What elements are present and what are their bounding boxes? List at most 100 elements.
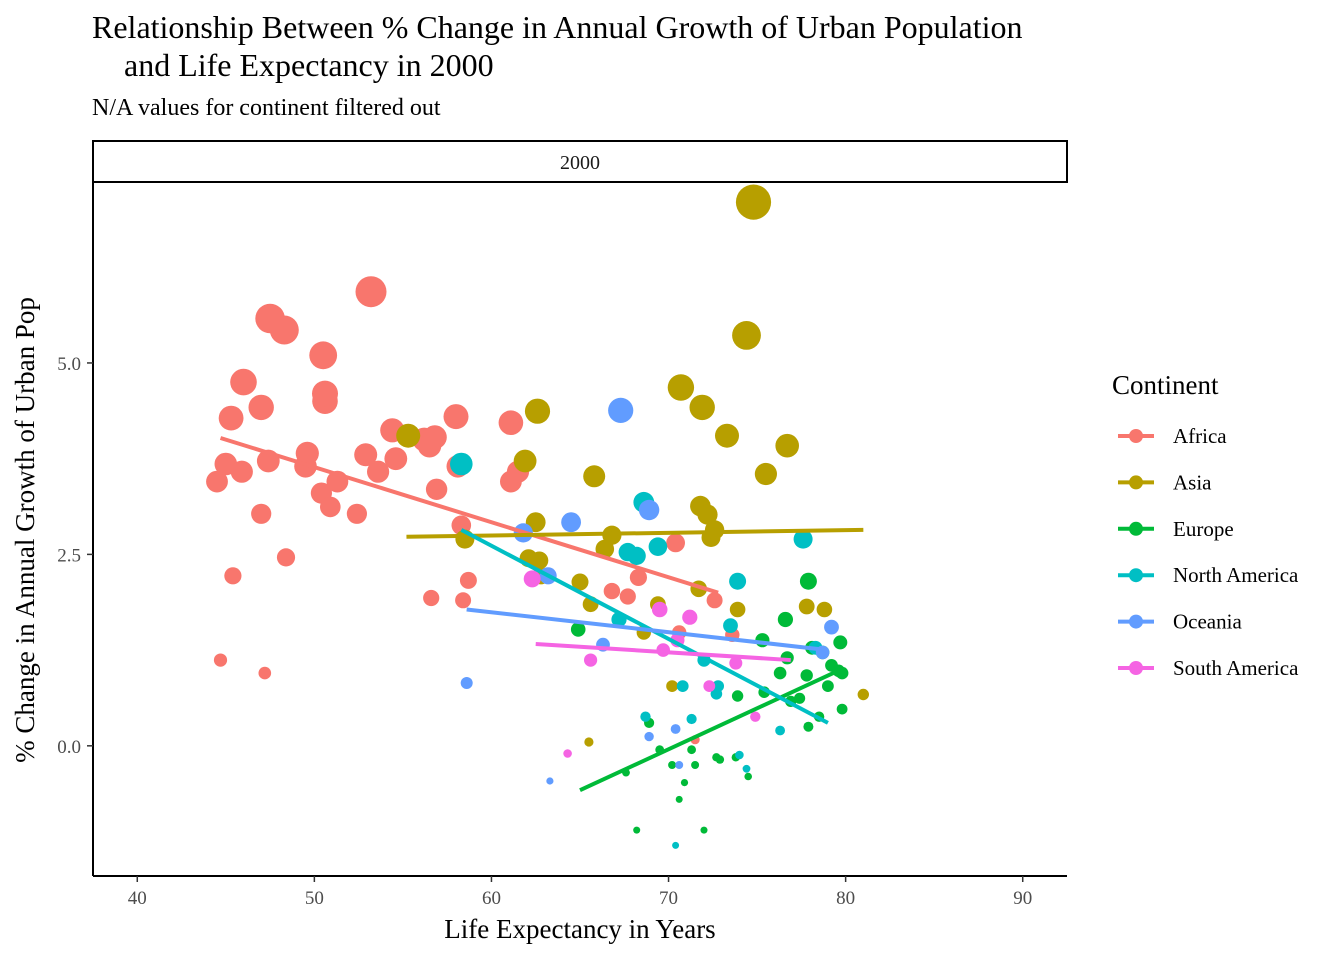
data-point [672, 841, 680, 849]
x-tick-label: 90 [1013, 888, 1032, 909]
data-point [687, 745, 696, 755]
trend-line [535, 641, 791, 663]
data-point [675, 761, 684, 769]
series-south-america [523, 570, 761, 758]
data-point [675, 795, 683, 803]
data-point [824, 619, 839, 635]
series-north-america [450, 452, 823, 849]
data-point [651, 601, 668, 618]
data-point [583, 465, 606, 488]
legend-label: Asia [1173, 470, 1212, 494]
data-point [530, 551, 549, 570]
legend-key-dot [1129, 475, 1143, 490]
legend-key-dot [1129, 568, 1143, 583]
x-tick-label: 70 [659, 888, 678, 909]
data-point [455, 592, 472, 609]
data-point [584, 737, 594, 747]
x-tick-label: 80 [836, 888, 855, 909]
data-point [750, 711, 761, 722]
data-point [355, 276, 387, 308]
data-point [777, 611, 794, 628]
data-point [754, 462, 778, 486]
data-point [570, 622, 586, 637]
data-point [513, 449, 537, 473]
data-point [697, 504, 718, 525]
data-point [629, 568, 648, 587]
data-point [524, 398, 551, 424]
series-asia [396, 184, 869, 747]
data-point [422, 425, 447, 450]
data-point [627, 546, 646, 566]
data-point [213, 653, 228, 667]
data-point [836, 703, 848, 715]
legend-item: Oceania [1118, 610, 1242, 634]
data-point [700, 826, 708, 834]
data-point [206, 470, 228, 493]
data-point [619, 588, 636, 605]
data-point [603, 582, 621, 600]
data-point [608, 397, 634, 423]
data-point [460, 677, 473, 689]
data-point [729, 572, 747, 590]
legend-key-dot [1129, 521, 1143, 536]
data-point [715, 423, 739, 448]
data-point [523, 570, 541, 588]
legend-label: Oceania [1173, 610, 1242, 634]
data-point [670, 724, 681, 734]
data-point [384, 447, 408, 471]
data-point [706, 592, 723, 609]
legend-key-dot [1129, 429, 1143, 443]
data-point [450, 452, 473, 476]
legend-item: Europe [1118, 517, 1234, 541]
data-point [584, 653, 598, 667]
x-tick-label: 60 [482, 888, 501, 909]
data-point [680, 779, 689, 787]
trend-line [406, 527, 864, 539]
data-point [773, 666, 787, 680]
data-point [729, 656, 743, 670]
data-point [258, 666, 272, 680]
legend-item: Africa [1118, 424, 1227, 448]
data-point [640, 711, 651, 722]
chart-title: Relationship Between % Change in Annual … [92, 9, 1023, 83]
legend-item: South America [1118, 656, 1299, 680]
y-tick-label: 2.5 [57, 545, 81, 566]
legend-label: Africa [1173, 424, 1227, 448]
chart-subtitle: N/A values for continent filtered out [92, 95, 441, 121]
data-point [775, 725, 785, 736]
data-point [633, 826, 641, 834]
trend-line [460, 528, 829, 725]
data-point [459, 571, 477, 589]
legend-label: South America [1173, 656, 1299, 680]
data-point [735, 184, 772, 220]
legend-label: North America [1173, 563, 1299, 587]
y-axis-title: % Change in Annual Growth of Urban Pop [10, 297, 40, 763]
legend-key-dot [1129, 614, 1143, 629]
data-point [666, 680, 678, 692]
data-point [224, 567, 242, 585]
plot-panel [206, 184, 869, 849]
data-point [276, 548, 296, 567]
y-tick-label: 0.0 [57, 737, 81, 758]
data-point [443, 404, 469, 430]
legend-key-dot [1129, 661, 1143, 675]
x-axis-title: Life Expectancy in Years [444, 914, 715, 944]
legend-item: North America [1118, 563, 1299, 587]
series-africa [206, 276, 740, 745]
facet-strip: 2000 [92, 140, 1068, 183]
data-point [396, 423, 421, 448]
data-point [732, 321, 761, 350]
data-point [712, 680, 724, 692]
x-tick-label: 50 [305, 888, 324, 909]
data-point [857, 688, 869, 701]
data-point [676, 680, 689, 692]
data-point [686, 713, 697, 725]
trend-line [579, 671, 835, 793]
trend-line [219, 436, 719, 595]
data-point [312, 380, 338, 407]
data-point [742, 764, 751, 773]
data-point [354, 443, 378, 467]
x-tick-label: 40 [128, 888, 147, 909]
data-point [803, 721, 814, 732]
